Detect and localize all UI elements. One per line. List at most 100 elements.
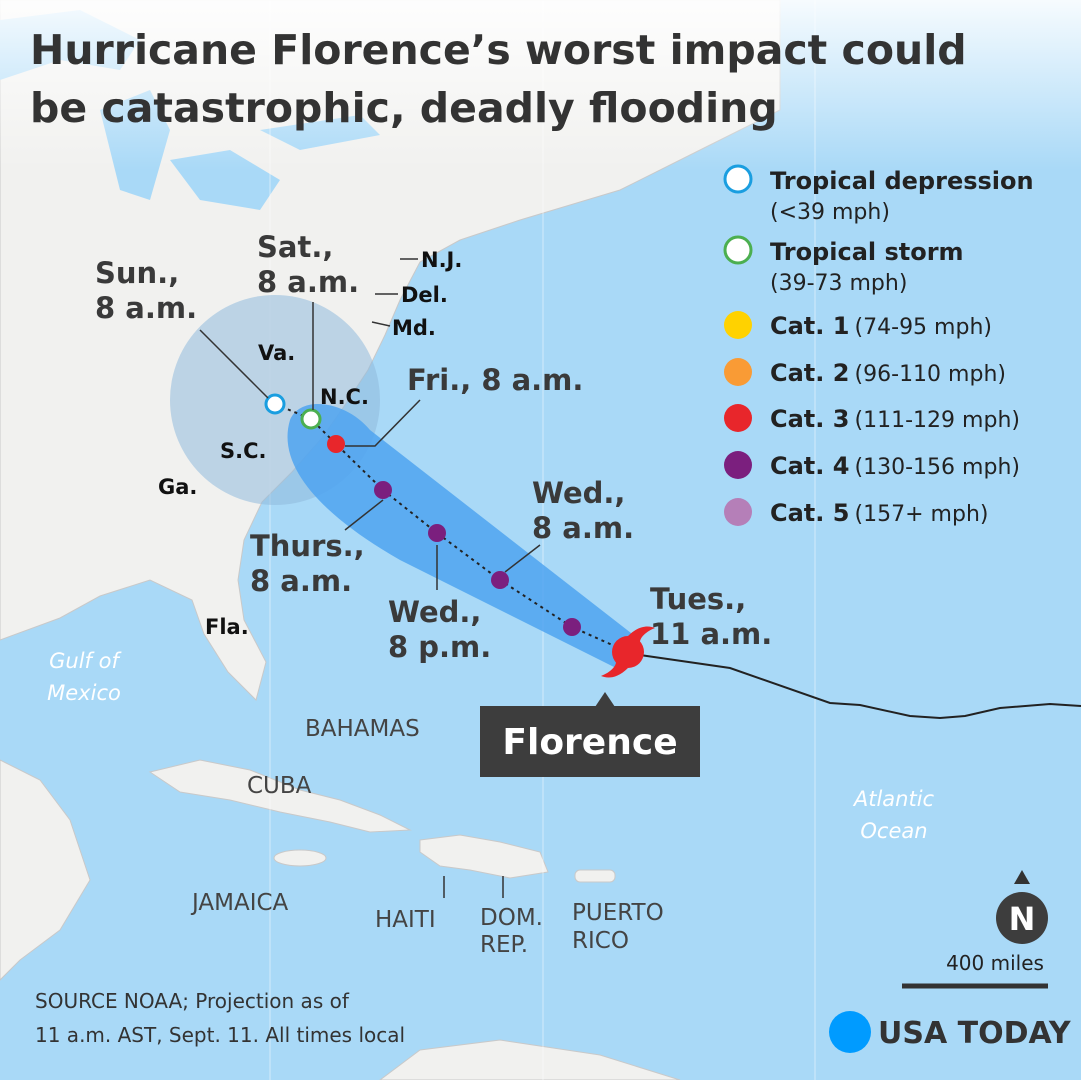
point-cat4 [491,571,509,589]
title-line: Hurricane Florence’s worst impact could [30,26,967,74]
label-line: Mexico [47,681,121,705]
legend-range: (96-110 mph) [855,362,1006,387]
point-cat4 [563,618,581,636]
leader [504,544,541,573]
land-cuba [148,759,412,833]
legend-range: (74-95 mph) [855,315,992,340]
place-label: JAMAICA [190,890,289,916]
place-label: HAITI [375,907,436,933]
land-mexico [0,759,91,981]
legend-label: Cat. 1 [770,312,849,340]
point-cat3 [327,435,345,453]
track-label: Fri., 8 a.m. [407,363,583,397]
legend-range: (157+ mph) [855,502,989,527]
cone [287,403,640,670]
state-label: Ga. [158,475,197,499]
legend-entry: Cat. 4 (130-156 mph) [770,452,1020,480]
legend-swatch [723,235,753,265]
water-label: Atlantic Ocean [852,787,935,843]
logo: USA TODAY [878,1016,1072,1051]
title: Hurricane Florence’s worst impact could … [30,26,981,132]
state-label: Fla. [205,615,249,639]
label-line: 8 a.m. [250,564,352,598]
place-label: CUBA [247,773,312,799]
label-line: 11 a.m. AST, Sept. 11. All times local [35,1023,405,1047]
leader [344,499,384,531]
legend-range: (130-156 mph) [855,455,1020,480]
label-line: SOURCE NOAA; Projection as of [35,989,350,1013]
legend-swatch [723,164,753,194]
legend-swatch [724,311,752,339]
legend-entry: Cat. 1 (74-95 mph) [770,312,992,340]
label-line: Thurs., [250,529,365,563]
land-jamaica [273,849,327,867]
legend-label: Cat. 4 [770,452,849,480]
storm-label: Florence [502,722,677,763]
legend: Tropical depression (<39 mph) Tropical s… [723,164,1034,527]
label-line: Ocean [860,819,927,843]
land-south-america [379,1039,681,1080]
label-line: 8 p.m. [388,630,491,664]
label-line: 11 a.m. [650,617,772,651]
label-line: REP. [480,932,528,958]
leader [371,321,391,327]
legend-swatch [724,358,752,386]
track-label: Wed., 8 p.m. [388,595,491,664]
title-line: be catastrophic, deadly flooding [30,84,778,132]
legend-label: Tropical depression [770,167,1034,195]
label-line: RICO [572,928,629,954]
callout-pointer [595,692,615,707]
legend-label: Cat. 5 [770,499,849,527]
legend-range: (<39 mph) [770,200,890,225]
label-line: PUERTO [572,900,664,926]
label-line: Wed., [388,595,481,629]
place-label: PUERTO RICO [572,900,664,954]
label-line: Gulf of [49,649,122,673]
legend-range: (39-73 mph) [770,271,907,296]
legend-entry: Cat. 2 (96-110 mph) [770,359,1006,387]
north-label: N [1009,900,1036,938]
legend-label: Cat. 2 [770,359,849,387]
track-label: Wed., 8 a.m. [532,476,634,545]
state-label: Del. [401,283,448,307]
state-label: S.C. [220,439,267,463]
leader [199,329,269,399]
water-label: Gulf of Mexico [47,649,122,705]
label-line: Sun., [95,256,179,290]
legend-label: Cat. 3 [770,405,849,433]
label-line: Fri., 8 a.m. [407,363,583,397]
point-cat4 [428,524,446,542]
track-label: Thurs., 8 a.m. [250,529,365,598]
title-backdrop [0,0,1081,170]
point-cat4 [374,481,392,499]
leader [345,399,421,447]
track-label: Tues., 11 a.m. [650,582,772,651]
legend-swatch [724,404,752,432]
track-label: Sun., 8 a.m. [95,256,197,325]
point-depression [264,393,286,415]
label-line: Wed., [532,476,625,510]
legend-swatch [724,451,752,479]
legend-label: Tropical storm [770,238,964,266]
legend-entry: Cat. 3 (111-129 mph) [770,405,1020,433]
label-line: DOM. [480,905,543,931]
hurricane-icon [601,626,655,678]
label-line: 8 a.m. [257,265,359,299]
track-label: Sat., 8 a.m. [257,230,359,299]
scale-label: 400 miles [946,951,1044,975]
label-line: Sat., [257,230,333,264]
label-line: Atlantic [852,787,935,811]
label-line: 8 a.m. [532,511,634,545]
logo-dot [829,1011,871,1053]
north-arrow [1014,870,1030,884]
past-track [639,654,1081,720]
land-hispaniola [419,834,549,879]
state-label: Md. [392,316,436,340]
legend-swatch [724,498,752,526]
source: SOURCE NOAA; Projection as of 11 a.m. AST… [35,989,405,1047]
legend-range: (111-129 mph) [855,408,1020,433]
state-label: N.J. [421,248,462,272]
place-label: BAHAMAS [305,716,420,742]
state-label: Va. [258,341,295,365]
